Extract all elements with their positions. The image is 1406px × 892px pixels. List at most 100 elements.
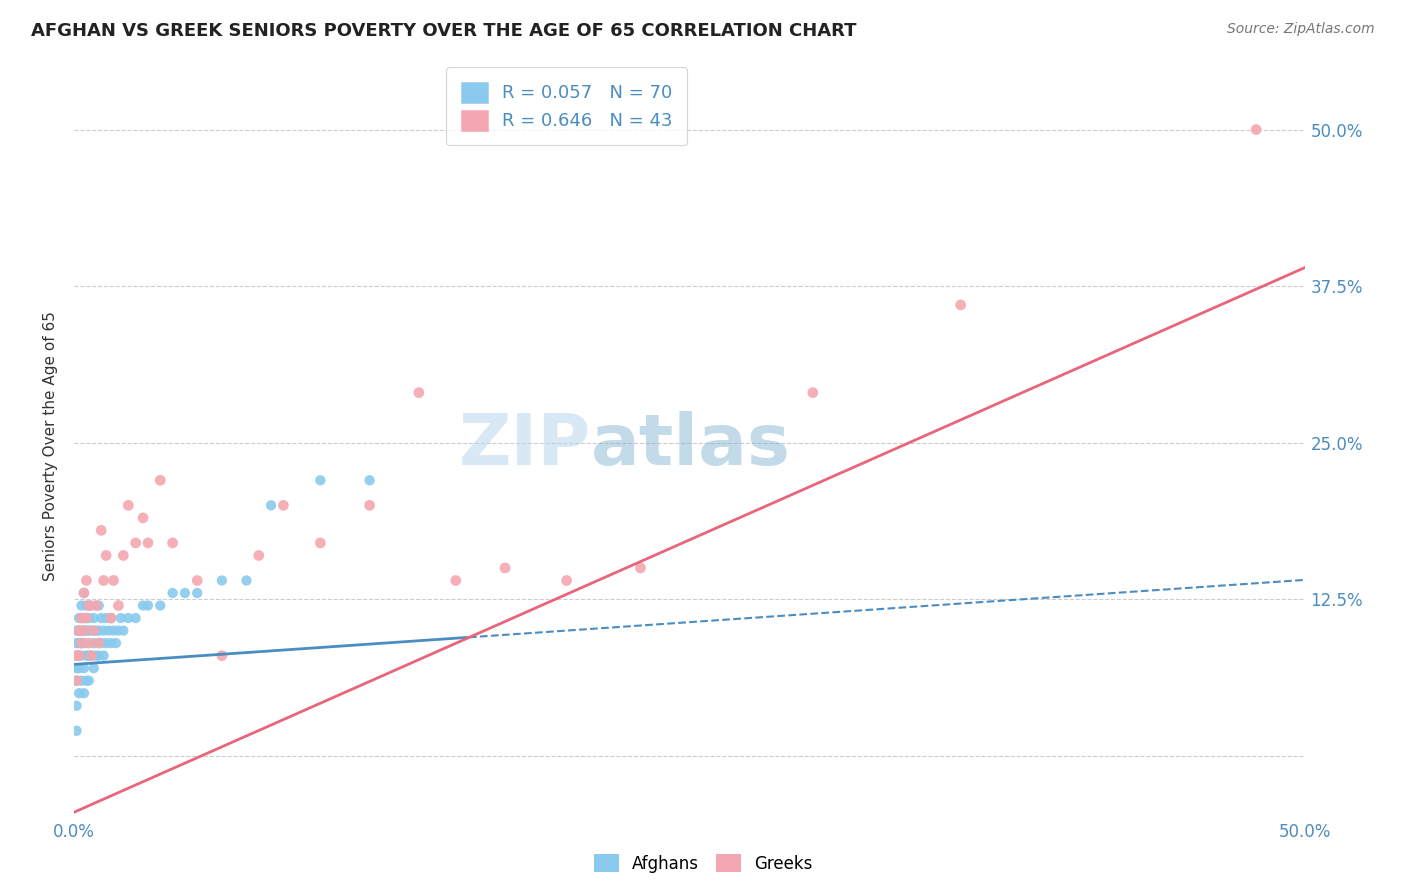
Point — [65, 661, 87, 675]
Text: atlas: atlas — [592, 411, 792, 481]
Point — [75, 648, 97, 663]
Point — [83, 624, 105, 638]
Point — [84, 599, 107, 613]
Point — [211, 648, 233, 663]
Point — [70, 636, 93, 650]
Point — [75, 611, 97, 625]
Point — [100, 611, 122, 625]
Point — [211, 574, 233, 588]
Point — [73, 661, 96, 675]
Point — [65, 624, 87, 638]
Legend: Afghans, Greeks: Afghans, Greeks — [586, 847, 820, 880]
Point — [949, 298, 972, 312]
Point — [75, 574, 97, 588]
Point — [67, 611, 90, 625]
Point — [70, 636, 93, 650]
Point — [117, 499, 139, 513]
Point — [65, 698, 87, 713]
Point — [359, 473, 381, 487]
Point — [67, 686, 90, 700]
Point — [94, 611, 117, 625]
Point — [83, 661, 105, 675]
Point — [70, 599, 93, 613]
Point — [75, 624, 97, 638]
Point — [84, 648, 107, 663]
Point — [80, 599, 103, 613]
Point — [112, 624, 135, 638]
Point — [260, 499, 283, 513]
Point — [67, 648, 90, 663]
Point — [73, 611, 96, 625]
Point — [67, 636, 90, 650]
Point — [107, 599, 129, 613]
Point — [65, 723, 87, 738]
Point — [75, 673, 97, 688]
Point — [65, 648, 87, 663]
Point — [73, 636, 96, 650]
Point — [73, 586, 96, 600]
Point — [90, 524, 112, 538]
Point — [247, 549, 270, 563]
Point — [73, 686, 96, 700]
Point — [94, 549, 117, 563]
Point — [309, 536, 332, 550]
Y-axis label: Seniors Poverty Over the Age of 65: Seniors Poverty Over the Age of 65 — [44, 311, 58, 581]
Point — [132, 599, 155, 613]
Point — [94, 636, 117, 650]
Point — [80, 648, 103, 663]
Point — [630, 561, 652, 575]
Point — [83, 636, 105, 650]
Point — [65, 673, 87, 688]
Point — [359, 499, 381, 513]
Point — [124, 536, 146, 550]
Point — [103, 574, 125, 588]
Point — [1244, 122, 1267, 136]
Point — [112, 549, 135, 563]
Point — [235, 574, 257, 588]
Point — [77, 673, 100, 688]
Point — [136, 599, 159, 613]
Point — [408, 385, 430, 400]
Text: ZIP: ZIP — [458, 411, 592, 481]
Point — [132, 511, 155, 525]
Point — [87, 636, 110, 650]
Point — [70, 624, 93, 638]
Point — [162, 586, 184, 600]
Point — [103, 624, 125, 638]
Point — [87, 624, 110, 638]
Point — [87, 648, 110, 663]
Point — [162, 536, 184, 550]
Point — [110, 611, 132, 625]
Point — [90, 636, 112, 650]
Point — [93, 574, 115, 588]
Point — [70, 611, 93, 625]
Point — [149, 473, 172, 487]
Point — [65, 636, 87, 650]
Point — [309, 473, 332, 487]
Point — [77, 636, 100, 650]
Point — [124, 611, 146, 625]
Point — [70, 648, 93, 663]
Point — [104, 636, 127, 650]
Point — [149, 599, 172, 613]
Point — [801, 385, 824, 400]
Point — [107, 624, 129, 638]
Point — [77, 599, 100, 613]
Point — [80, 648, 103, 663]
Point — [555, 574, 578, 588]
Point — [84, 624, 107, 638]
Point — [93, 624, 115, 638]
Point — [65, 648, 87, 663]
Point — [77, 648, 100, 663]
Legend: R = 0.057   N = 70, R = 0.646   N = 43: R = 0.057 N = 70, R = 0.646 N = 43 — [446, 68, 688, 145]
Point — [67, 661, 90, 675]
Point — [67, 624, 90, 638]
Point — [186, 574, 208, 588]
Point — [73, 586, 96, 600]
Point — [87, 599, 110, 613]
Point — [83, 611, 105, 625]
Point — [93, 648, 115, 663]
Point — [444, 574, 467, 588]
Point — [100, 611, 122, 625]
Point — [117, 611, 139, 625]
